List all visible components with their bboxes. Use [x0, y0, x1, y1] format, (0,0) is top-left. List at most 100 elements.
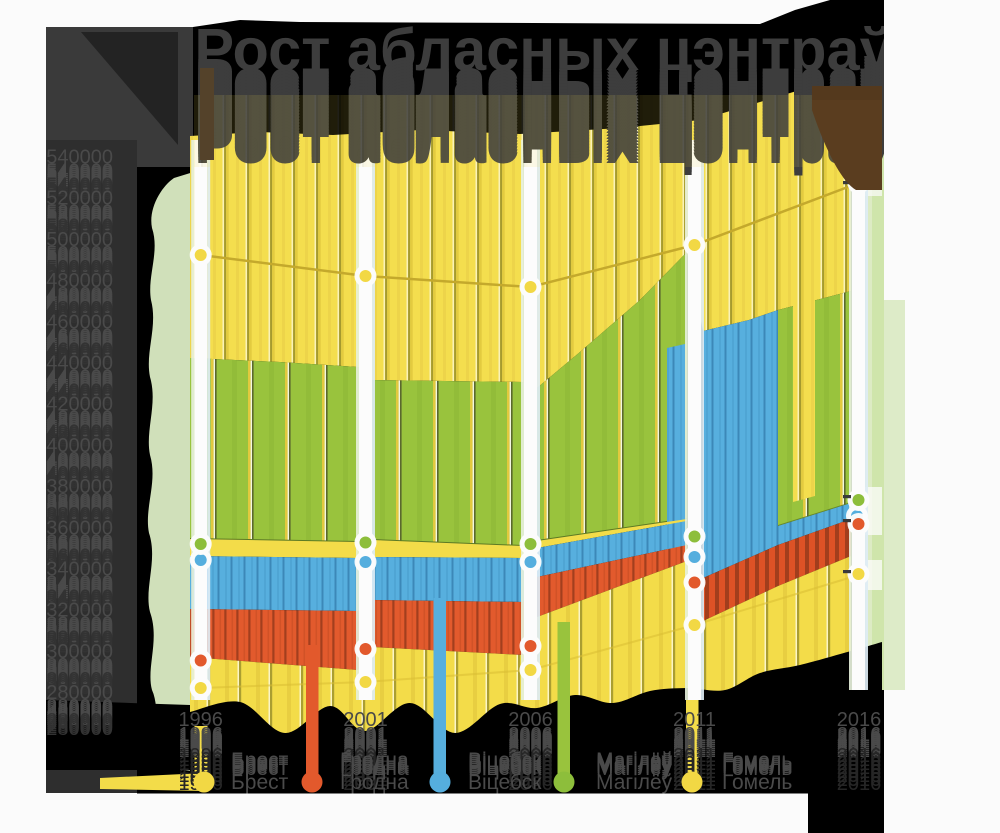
svg-text:2001: 2001	[343, 773, 388, 795]
svg-text:320000: 320000	[46, 616, 113, 638]
svg-text:480000: 480000	[46, 286, 113, 308]
svg-text:460000: 460000	[46, 347, 113, 369]
svg-text:2001: 2001	[343, 724, 388, 746]
svg-text:500000: 500000	[46, 245, 113, 267]
svg-text:400000: 400000	[46, 435, 113, 457]
svg-text:440000: 440000	[46, 381, 113, 403]
svg-text:400000: 400000	[46, 467, 113, 489]
svg-text:400000: 400000	[46, 449, 113, 471]
svg-text:440000: 440000	[46, 367, 113, 389]
svg-text:540000: 540000	[46, 147, 113, 169]
svg-text:1996: 1996	[178, 753, 223, 775]
svg-text:280000: 280000	[46, 704, 113, 726]
svg-text:Магілёў: Магілёў	[596, 749, 673, 772]
svg-text:400000: 400000	[46, 461, 113, 483]
svg-text:460000: 460000	[46, 311, 113, 333]
svg-text:440000: 440000	[46, 369, 113, 391]
svg-text:300000: 300000	[46, 663, 113, 685]
svg-text:340000: 340000	[46, 581, 113, 603]
svg-text:1996: 1996	[178, 724, 223, 746]
svg-text:340000: 340000	[46, 583, 113, 605]
svg-text:360000: 360000	[46, 539, 113, 561]
svg-text:280000: 280000	[46, 682, 113, 704]
svg-text:460000: 460000	[46, 331, 113, 353]
svg-text:380000: 380000	[46, 510, 113, 532]
svg-text:300000: 300000	[46, 665, 113, 687]
svg-text:440000: 440000	[46, 377, 113, 399]
svg-text:Брест: Брест	[231, 751, 289, 774]
svg-text:280000: 280000	[46, 698, 113, 720]
svg-text:500000: 500000	[46, 255, 113, 277]
svg-text:420000: 420000	[46, 422, 113, 444]
svg-text:320000: 320000	[46, 626, 113, 648]
svg-text:Віцебск: Віцебск	[468, 771, 542, 794]
svg-text:Гомель: Гомель	[722, 771, 792, 794]
svg-text:Гомель: Гомель	[722, 753, 792, 776]
svg-text:2001: 2001	[343, 728, 388, 750]
svg-text:380000: 380000	[46, 490, 113, 512]
svg-text:2001: 2001	[343, 769, 388, 791]
svg-text:2016: 2016	[837, 773, 882, 795]
svg-text:2006: 2006	[508, 730, 553, 752]
svg-text:360000: 360000	[46, 531, 113, 553]
svg-text:320000: 320000	[46, 620, 113, 642]
svg-text:400000: 400000	[46, 459, 113, 481]
svg-text:2001: 2001	[343, 757, 388, 779]
svg-text:540000: 540000	[46, 163, 113, 185]
svg-text:2016: 2016	[837, 765, 882, 787]
svg-text:520000: 520000	[46, 224, 113, 246]
svg-text:420000: 420000	[46, 430, 113, 452]
svg-text:2011: 2011	[673, 734, 716, 756]
svg-text:420000: 420000	[46, 424, 113, 446]
svg-text:Магілёў: Магілёў	[596, 755, 673, 778]
svg-text:480000: 480000	[46, 290, 113, 312]
svg-text:1996: 1996	[178, 730, 223, 752]
svg-text:2016: 2016	[837, 740, 882, 762]
svg-text:280000: 280000	[46, 710, 113, 732]
svg-text:440000: 440000	[46, 375, 113, 397]
svg-text:340000: 340000	[46, 589, 113, 611]
svg-text:280000: 280000	[46, 714, 113, 736]
svg-text:400000: 400000	[46, 451, 113, 473]
svg-text:440000: 440000	[46, 383, 113, 405]
svg-text:460000: 460000	[46, 335, 113, 357]
svg-text:380000: 380000	[46, 496, 113, 518]
svg-text:1996: 1996	[178, 736, 223, 758]
svg-text:360000: 360000	[46, 535, 113, 557]
svg-text:460000: 460000	[46, 329, 113, 351]
svg-text:500000: 500000	[46, 263, 113, 285]
svg-text:2006: 2006	[508, 761, 553, 783]
svg-text:Гомель: Гомель	[722, 749, 792, 772]
svg-text:480000: 480000	[46, 304, 113, 326]
svg-text:440000: 440000	[46, 385, 113, 407]
svg-text:2011: 2011	[673, 738, 716, 760]
svg-text:520000: 520000	[46, 202, 113, 224]
svg-text:400000: 400000	[46, 469, 113, 491]
svg-text:280000: 280000	[46, 700, 113, 722]
svg-text:1996: 1996	[178, 740, 223, 762]
svg-text:280000: 280000	[46, 716, 113, 738]
svg-text:340000: 340000	[46, 585, 113, 607]
svg-text:540000: 540000	[46, 171, 113, 193]
svg-text:440000: 440000	[46, 387, 113, 409]
svg-text:480000: 480000	[46, 292, 113, 314]
svg-text:1996: 1996	[178, 745, 223, 767]
svg-text:2011: 2011	[673, 709, 716, 731]
svg-text:Магілёў: Магілёў	[596, 771, 673, 794]
svg-text:480000: 480000	[46, 298, 113, 320]
svg-text:2006: 2006	[508, 726, 553, 748]
svg-text:2011: 2011	[673, 732, 716, 754]
svg-text:Брест: Брест	[231, 749, 289, 772]
svg-text:360000: 360000	[46, 551, 113, 573]
svg-text:500000: 500000	[46, 243, 113, 265]
svg-text:340000: 340000	[46, 573, 113, 595]
svg-text:460000: 460000	[46, 337, 113, 359]
svg-text:Брест: Брест	[231, 753, 289, 776]
svg-text:Гомель: Гомель	[722, 757, 792, 780]
svg-text:2016: 2016	[837, 724, 882, 746]
svg-text:1996: 1996	[178, 738, 223, 760]
svg-text:520000: 520000	[46, 220, 113, 242]
svg-text:2001: 2001	[343, 726, 388, 748]
svg-text:340000: 340000	[46, 595, 113, 617]
svg-text:280000: 280000	[46, 708, 113, 730]
